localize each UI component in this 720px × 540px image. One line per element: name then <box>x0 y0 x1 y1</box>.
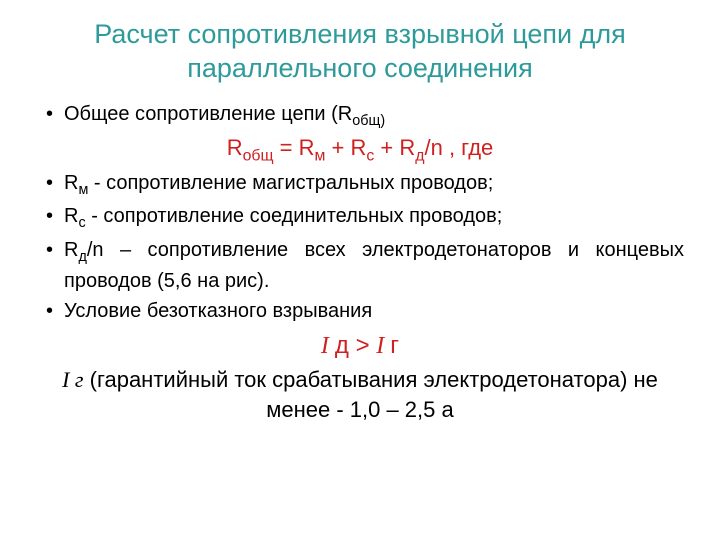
subscript: с <box>78 215 85 231</box>
slide-body: Общее сопротивление цепи (Rобщ) Rобщ = R… <box>36 100 684 425</box>
text-fragment: R <box>227 135 243 160</box>
subscript: общ) <box>352 113 385 129</box>
condition-line: I д > I г <box>64 329 684 364</box>
text-fragment: I <box>62 367 75 392</box>
text-fragment: - сопротивление соединительных проводов; <box>86 205 503 227</box>
bullet-total-resistance: Общее сопротивление цепи (Rобщ) <box>64 100 684 131</box>
condition-formula: I д > I г <box>36 329 684 364</box>
text-fragment: Общее сопротивление цепи (R <box>64 103 352 125</box>
subscript: общ <box>243 147 274 164</box>
text-fragment: г <box>75 367 84 392</box>
text-fragment: > <box>349 332 376 359</box>
text-fragment: = R <box>274 135 315 160</box>
subscript: м <box>78 182 88 198</box>
formula: Rобщ = Rм + Rс + Rд/n , где <box>36 133 684 168</box>
text-fragment: г <box>390 332 399 359</box>
text-fragment: + R <box>325 135 366 160</box>
slide: Расчет сопротивления взрывной цепи для п… <box>0 0 720 540</box>
text-fragment: д <box>335 332 349 359</box>
bullet-rd: Rд/n – сопротивление всех электродетонат… <box>64 236 684 295</box>
text-fragment: R <box>64 239 78 261</box>
bullet-rc: Rс - сопротивление соединительных провод… <box>64 202 684 233</box>
ig-definition: I г (гарантийный ток срабатывания электр… <box>36 365 684 424</box>
text-fragment: (гарантийный ток срабатывания электродет… <box>84 367 658 422</box>
bullet-condition-label: Условие безотказного взрывания <box>64 297 684 325</box>
subscript: д <box>78 249 86 265</box>
slide-title: Расчет сопротивления взрывной цепи для п… <box>36 18 684 86</box>
text-fragment: R <box>64 172 78 194</box>
text-fragment: /n , где <box>424 135 493 160</box>
text-fragment: I <box>376 333 390 359</box>
text-fragment: R <box>64 205 78 227</box>
text-fragment: Условие безотказного взрывания <box>64 300 372 322</box>
text-fragment: I <box>321 333 335 359</box>
bullet-rm: Rм - сопротивление магистральных проводо… <box>64 169 684 200</box>
ig-definition-line: I г (гарантийный ток срабатывания электр… <box>64 365 684 424</box>
text-fragment: - сопротивление магистральных проводов; <box>88 172 493 194</box>
formula-line: Rобщ = Rм + Rс + Rд/n , где <box>64 133 684 168</box>
subscript: м <box>314 147 325 164</box>
text-fragment: + R <box>374 135 415 160</box>
text-fragment: /n – сопротивление всех электродетонатор… <box>64 239 684 292</box>
